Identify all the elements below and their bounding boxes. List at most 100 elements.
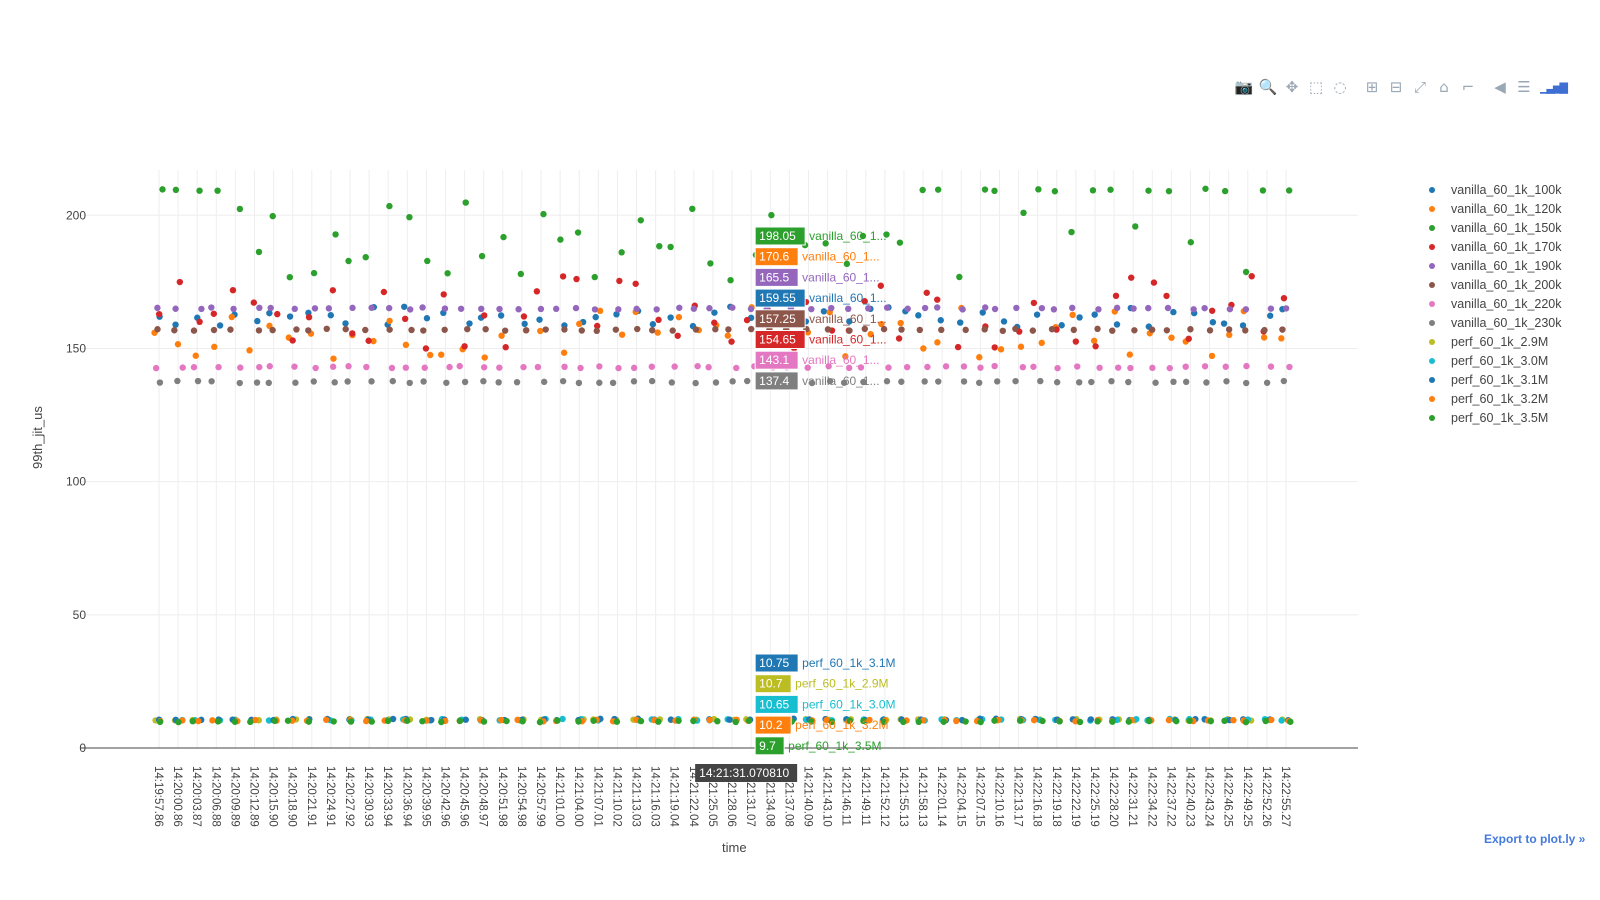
data-point <box>540 378 548 386</box>
data-point <box>420 327 427 334</box>
data-point <box>291 363 298 370</box>
data-point <box>612 326 620 333</box>
data-point <box>480 377 487 385</box>
data-point <box>820 308 828 315</box>
data-point <box>1053 379 1061 386</box>
data-point <box>310 269 318 277</box>
modebar: 📷 🔍 ✥ ⬚ ◌ ⊞ ⊟ ⤢ ⌂ ⌐ ◀ ☰ ▁▃▅▇ <box>1232 76 1570 98</box>
data-point <box>1146 717 1153 725</box>
data-point <box>481 354 488 361</box>
legend-item[interactable]: vanilla_60_1k_230k <box>1420 313 1562 332</box>
zoom-in-icon[interactable]: ⊞ <box>1365 78 1379 96</box>
data-point <box>189 717 196 725</box>
data-point <box>502 344 509 351</box>
data-point <box>1242 327 1249 334</box>
data-point <box>1069 311 1076 319</box>
data-point <box>1125 718 1132 725</box>
spike-lines-icon[interactable]: ⌐ <box>1461 78 1475 96</box>
camera-icon[interactable]: 📷 <box>1234 78 1254 96</box>
data-point <box>349 304 356 312</box>
x-axis-title: time <box>722 840 747 855</box>
data-point <box>1226 305 1234 313</box>
legend-item[interactable]: vanilla_60_1k_150k <box>1420 218 1562 237</box>
legend-marker-icon <box>1429 414 1435 421</box>
x-tick-label: 14:22:04.15 <box>954 766 966 827</box>
data-point <box>828 304 835 312</box>
hover-value: 10.65 <box>759 697 789 711</box>
data-point <box>462 199 469 206</box>
data-point <box>1149 364 1156 372</box>
legend-item[interactable]: perf_60_1k_2.9M <box>1420 332 1562 351</box>
data-point <box>267 304 274 312</box>
data-point <box>1187 239 1195 246</box>
hover-closest-icon[interactable]: ◀ <box>1494 78 1506 96</box>
data-point <box>942 363 950 370</box>
data-point <box>1069 304 1076 312</box>
data-point <box>389 715 397 723</box>
legend-item[interactable]: perf_60_1k_3.5M <box>1420 408 1562 427</box>
legend-item[interactable]: perf_60_1k_3.0M <box>1420 351 1562 370</box>
pan-icon[interactable]: ✥ <box>1285 78 1299 96</box>
data-point <box>1187 326 1194 333</box>
data-point <box>935 378 942 385</box>
data-point <box>904 305 911 312</box>
data-point <box>537 327 544 335</box>
data-point <box>934 296 941 303</box>
data-point <box>919 186 926 194</box>
data-point <box>880 718 888 726</box>
data-point <box>406 306 414 313</box>
data-point <box>1094 325 1101 333</box>
legend-item[interactable]: perf_60_1k_3.2M <box>1420 389 1562 408</box>
data-point <box>305 718 313 725</box>
hover-value-box <box>754 247 799 267</box>
data-point <box>1038 304 1046 312</box>
data-point <box>921 304 929 312</box>
data-point <box>728 338 735 345</box>
data-point <box>725 326 732 333</box>
lasso-select-icon[interactable]: ◌ <box>1333 78 1347 96</box>
legend-item[interactable]: perf_60_1k_3.1M <box>1420 370 1562 389</box>
zoom-out-icon[interactable]: ⊟ <box>1389 78 1403 96</box>
data-point <box>1170 378 1177 386</box>
x-tick-label: 14:20:45.96 <box>458 766 470 827</box>
data-point <box>208 378 215 385</box>
data-point <box>1012 377 1019 385</box>
data-point <box>1087 716 1095 723</box>
data-point <box>1201 363 1209 370</box>
legend-marker-icon <box>1429 262 1435 269</box>
x-tick-label: 14:20:57.99 <box>534 766 546 827</box>
legend-item[interactable]: vanilla_60_1k_170k <box>1420 237 1562 256</box>
data-point <box>1130 305 1137 312</box>
data-point <box>578 327 585 334</box>
legend-item[interactable]: vanilla_60_1k_120k <box>1420 199 1562 218</box>
data-point <box>1230 716 1237 724</box>
data-point <box>1126 351 1134 358</box>
data-point <box>982 304 989 311</box>
data-point <box>1132 223 1139 230</box>
hover-compare-icon[interactable]: ☰ <box>1517 78 1531 96</box>
legend-item[interactable]: vanilla_60_1k_190k <box>1420 256 1562 275</box>
legend-item[interactable]: vanilla_60_1k_220k <box>1420 294 1562 313</box>
data-point <box>590 717 597 724</box>
box-select-icon[interactable]: ⬚ <box>1308 78 1324 96</box>
data-point <box>591 306 599 313</box>
autoscale-icon[interactable]: ⤢ <box>1413 78 1426 96</box>
legend-item[interactable]: vanilla_60_1k_100k <box>1420 180 1562 199</box>
legend-item[interactable]: vanilla_60_1k_200k <box>1420 275 1562 294</box>
export-to-plotly-link[interactable]: Export to plot.ly » <box>1484 832 1586 846</box>
data-point <box>940 718 947 725</box>
hover-value-box <box>754 330 806 349</box>
hover-value-box <box>754 694 799 714</box>
plotly-logo-icon[interactable]: ▁▃▅▇ <box>1540 80 1568 94</box>
x-tick-label: 14:22:40.23 <box>1183 766 1195 827</box>
reset-axes-icon[interactable]: ⌂ <box>1439 78 1449 96</box>
data-point <box>1058 322 1065 329</box>
data-point <box>255 327 263 334</box>
hover-value-box <box>754 350 799 370</box>
zoom-icon[interactable]: 🔍 <box>1258 78 1278 96</box>
data-point <box>209 717 216 724</box>
data-point <box>1285 187 1293 194</box>
data-point <box>1182 378 1190 386</box>
data-point <box>618 249 625 256</box>
